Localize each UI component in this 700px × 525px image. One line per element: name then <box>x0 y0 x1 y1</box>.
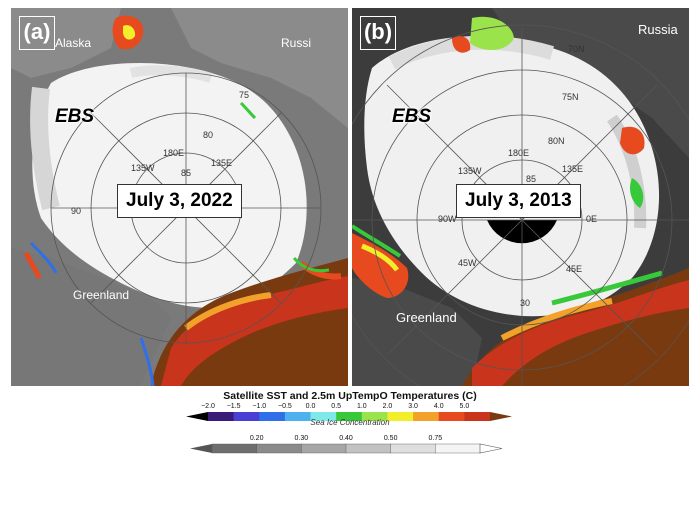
ice-tick-label: 0.30 <box>294 435 309 442</box>
ice-tick-label: 0.20 <box>249 435 264 442</box>
label-alaska: Alaska <box>55 36 92 50</box>
sst-high-arrow <box>490 412 512 421</box>
grid-label-45w-b: 45W <box>458 258 477 268</box>
map-panel-2013: (b) Russia Greenland EBS 70N 75N 80N 180… <box>352 8 689 386</box>
panel-b-letter: (b) <box>360 16 396 50</box>
sst-color-segment <box>208 412 235 421</box>
label-russia-a: Russi <box>281 36 312 50</box>
sst-tick-label: −2.0 <box>201 403 215 410</box>
grid-label-90w-b: 90W <box>438 214 457 224</box>
sst-color-segment <box>259 412 286 421</box>
sst-color-segment <box>387 412 414 421</box>
ice-tick-label: 0.40 <box>339 435 353 442</box>
sst-tick-label: −0.5 <box>277 403 292 410</box>
sst-colorbar-title: Satellite SST and 2.5m UpTempO Temperatu… <box>223 390 477 402</box>
sst-tick-label: 0.0 <box>305 403 316 410</box>
sst-tick-label: −1.5 <box>226 403 241 410</box>
sst-tick-label: 2.0 <box>382 403 393 410</box>
ice-color-segment <box>390 443 437 454</box>
label-russia-b: Russia <box>638 22 678 37</box>
grid-label-lat85-a: 85 <box>181 168 192 178</box>
sst-tick-label: 0.5 <box>331 403 342 410</box>
sst-low-arrow <box>186 412 208 421</box>
sst-color-segment <box>464 412 491 421</box>
ice-tick-label: 0.50 <box>383 435 398 442</box>
grid-label-0e-b: 0E <box>586 214 598 224</box>
grid-label-lat75-b: 75N <box>562 92 579 102</box>
grid-label-135e-a: 135E <box>211 158 233 168</box>
sst-color-segment <box>284 412 312 421</box>
ice-high-arrow <box>479 443 503 454</box>
grid-label-30-b: 30 <box>520 298 531 308</box>
sst-color-segment <box>361 412 388 421</box>
sst-tick-label: 3.0 <box>408 403 418 410</box>
grid-label-lat80-b: 80N <box>548 136 565 146</box>
grid-label-90-a: 90 <box>71 206 82 216</box>
panel-a-letter: (a) <box>19 16 55 50</box>
grid-label-180e-b: 180E <box>508 148 530 158</box>
ice-color-segment <box>301 443 347 454</box>
grid-label-135e-b: 135E <box>562 164 584 174</box>
grid-label-lat80-a: 80 <box>203 130 214 140</box>
grid-label-135w-b: 135W <box>458 166 482 176</box>
grid-label-lat70-b: 70N <box>568 44 585 54</box>
ice-color-segment <box>435 443 481 454</box>
sst-tick-label: −1.0 <box>252 403 267 410</box>
map-panel-2022: (a) Alaska Russi Greenland EBS 75 80 180… <box>11 8 348 386</box>
label-ebs-b: EBS <box>392 106 432 127</box>
sst-tick-label: 1.0 <box>356 403 367 410</box>
sst-tick-label: 5.0 <box>459 403 470 410</box>
sst-tick-label: 4.0 <box>433 403 444 410</box>
ice-low-arrow <box>190 444 212 453</box>
label-greenland-a: Greenland <box>73 288 130 302</box>
ice-color-segment <box>256 443 303 454</box>
ice-color-segment <box>211 443 258 454</box>
date-label-b: July 3, 2013 <box>456 184 581 218</box>
grid-label-lat85-b: 85 <box>526 174 537 184</box>
grid-label-180e-a: 180E <box>163 148 185 158</box>
ice-tick-label: 0.75 <box>428 435 443 442</box>
ice-color-segment <box>345 443 392 454</box>
grid-label-lat75-a: 75 <box>239 90 250 100</box>
grid-label-135w-a: 135W <box>131 163 155 173</box>
sst-color-segment <box>438 412 465 421</box>
sst-color-segment <box>310 412 337 421</box>
sst-color-segment <box>336 412 363 421</box>
ice-colorbar-title: Sea Ice Concentration <box>310 418 390 427</box>
grid-label-45e-b: 45E <box>566 264 583 274</box>
date-label-a: July 3, 2022 <box>117 184 242 218</box>
sst-color-segment <box>413 412 440 421</box>
label-greenland-b: Greenland <box>396 310 457 325</box>
sst-color-segment <box>233 412 260 421</box>
label-ebs-a: EBS <box>55 106 95 127</box>
